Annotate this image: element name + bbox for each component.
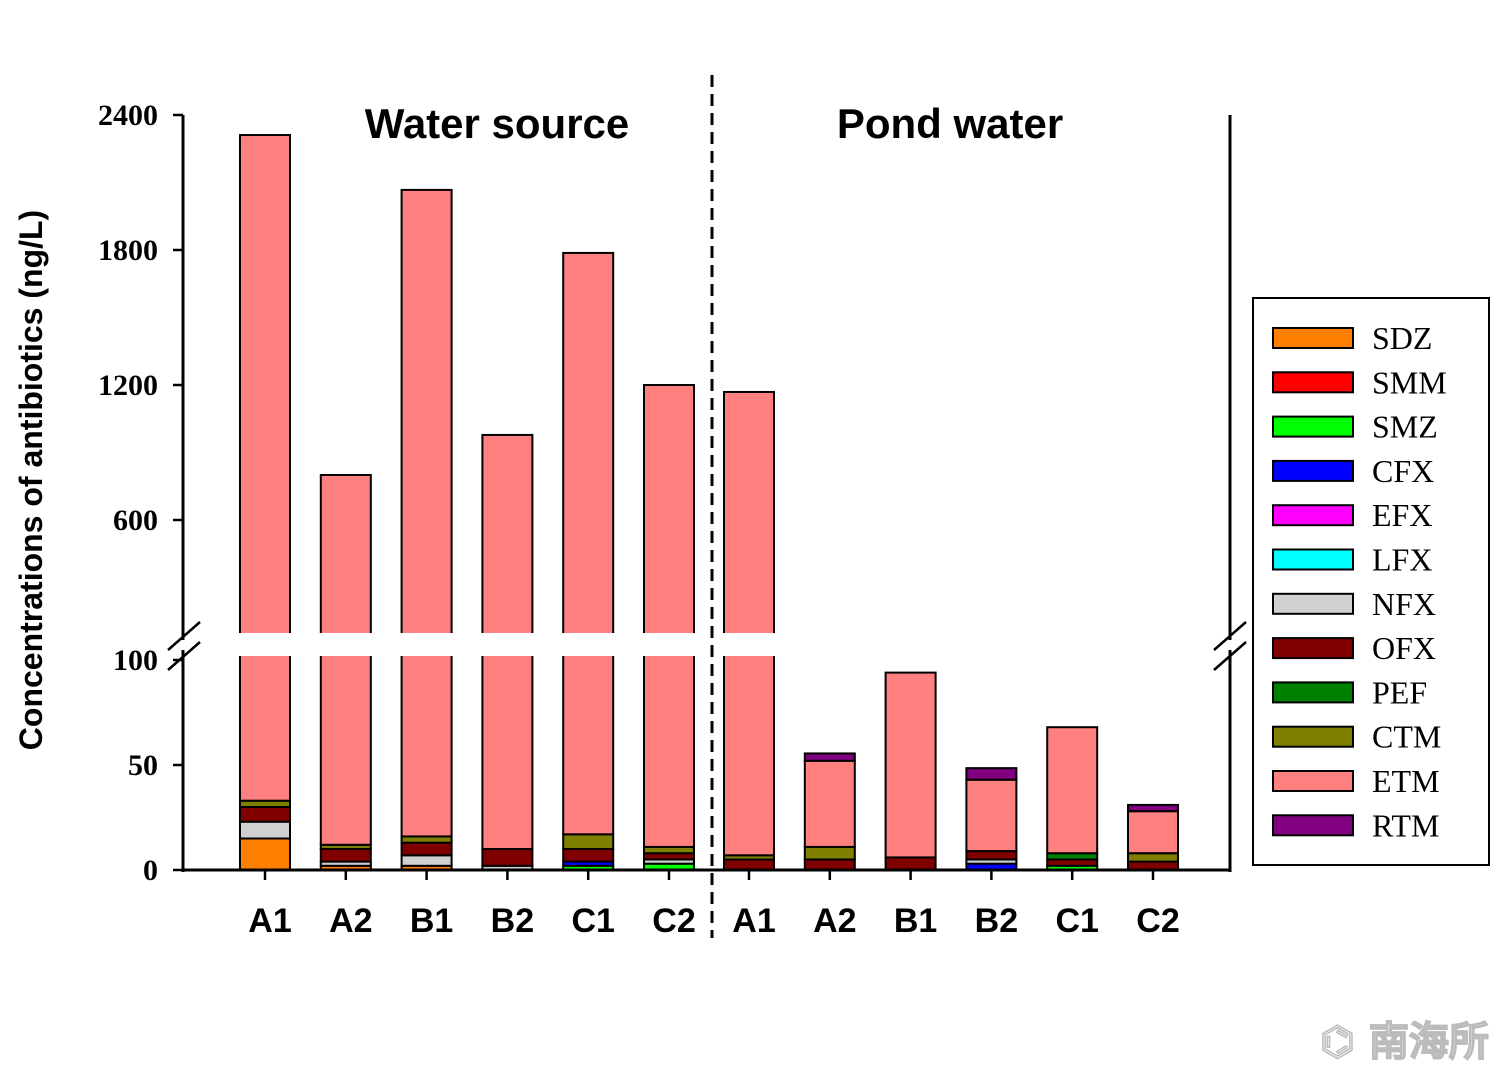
legend-label-ofx: OFX: [1372, 630, 1436, 666]
legend-label-pef: PEF: [1372, 674, 1427, 710]
bar-segment-etm: [803, 759, 856, 848]
bar-segment-etm: [965, 778, 1018, 853]
legend-label-lfx: LFX: [1372, 542, 1432, 578]
legend-swatch-etm: [1272, 770, 1354, 792]
bar-segment-etm: [562, 251, 615, 836]
bar-segment-etm: [1046, 726, 1099, 855]
x-tick-label: C2: [1136, 902, 1179, 940]
x-tick-label: A2: [813, 902, 856, 940]
legend-swatch-smz: [1272, 415, 1354, 438]
y-tick-label: 1800: [98, 234, 158, 267]
group-title-pond-water: Pond water: [837, 100, 1063, 147]
x-tick-label: B2: [975, 902, 1018, 940]
y-tick-label: 1200: [98, 369, 158, 402]
bar-segment-rtm: [1127, 803, 1179, 813]
x-tick-label: C1: [571, 902, 614, 940]
bar-segment-sdz: [239, 837, 291, 871]
bar-segment-etm: [319, 474, 372, 846]
bar-segment-etm: [239, 134, 291, 802]
bar-segment-ofx: [562, 848, 615, 863]
bar-segment-etm: [400, 188, 453, 838]
x-tick-label: B1: [894, 902, 937, 940]
legend: SDZ SMM SMZ CFX EFX LFX NFX OFX PEF CTM ETM RTM: [1252, 297, 1490, 866]
legend-swatch-rtm: [1272, 814, 1354, 837]
bar-segment-ofx: [400, 841, 453, 857]
y-tick-label: 600: [113, 504, 158, 537]
legend-label-rtm: RTM: [1372, 807, 1439, 843]
legend-swatch-efx: [1272, 504, 1354, 527]
axis-break-gap: [186, 633, 1226, 656]
bar-segment-etm: [1127, 810, 1179, 855]
legend-label-etm: ETM: [1372, 763, 1440, 799]
bar-segment-ofx: [239, 806, 291, 823]
bar-segment-nfx: [400, 854, 453, 867]
axis-break-mark-left: [167, 621, 201, 671]
x-tick-label: A1: [732, 902, 775, 940]
legend-label-cfx: CFX: [1372, 453, 1434, 489]
legend-label-sdz: SDZ: [1372, 320, 1432, 356]
legend-items: SDZ SMM SMZ CFX EFX LFX NFX OFX PEF CTM ETM RTM: [1272, 320, 1447, 843]
x-tick-label: B2: [491, 902, 534, 940]
y-ticks: 0 50 100 600 1200 1800 2400: [98, 99, 183, 887]
bar-segment-rtm: [803, 752, 856, 762]
bar-segment-nfx: [239, 820, 291, 840]
bars-layer: [239, 134, 1179, 872]
legend-swatch-ofx: [1272, 637, 1354, 660]
axis-break-mark-right: [1213, 621, 1247, 671]
bar-segment-etm: [643, 384, 695, 848]
bar-segment-etm: [884, 671, 937, 859]
bar-segment-ctm: [803, 845, 856, 861]
legend-swatch-nfx: [1272, 592, 1354, 615]
y-tick-label: 50: [128, 749, 158, 782]
legend-swatch-smm: [1272, 371, 1354, 394]
x-tick-labels: A1 A2 B1 B2 C1 C2 A1 A2 B1 B2 C1 C2: [248, 870, 1180, 940]
bar-segment-ctm: [1127, 852, 1179, 863]
legend-swatch-pef: [1272, 681, 1354, 704]
y-axis-label: Concentrations of antibiotics (ng/L): [13, 210, 49, 750]
x-tick-label: C2: [652, 902, 695, 940]
legend-swatch-ctm: [1272, 725, 1354, 748]
bar-segment-ofx: [965, 850, 1018, 861]
y-tick-label: 2400: [98, 99, 158, 132]
bar-segment-ofx: [803, 858, 856, 871]
bar-segment-ofx: [481, 848, 534, 867]
bar-segment-rtm: [965, 767, 1018, 781]
y-tick-label: 100: [113, 644, 158, 677]
watermark-logo: ⌬ 南海所: [1320, 1019, 1489, 1065]
legend-label-efx: EFX: [1372, 497, 1432, 533]
legend-swatch-cfx: [1272, 459, 1354, 482]
y-tick-label: 0: [143, 854, 158, 887]
group-title-water-source: Water source: [365, 100, 630, 147]
legend-label-nfx: NFX: [1372, 586, 1436, 622]
legend-label-smz: SMZ: [1372, 409, 1438, 445]
legend-swatch-sdz: [1272, 327, 1354, 349]
bar-segment-ofx: [723, 858, 775, 871]
x-tick-label: A2: [329, 902, 372, 940]
x-tick-label: C1: [1055, 902, 1098, 940]
bar-segment-ofx: [319, 848, 372, 863]
x-tick-label: B1: [410, 902, 453, 940]
legend-label-smm: SMM: [1372, 364, 1447, 400]
bar-segment-ctm: [562, 833, 615, 850]
axes-layer: [167, 75, 1247, 938]
bar-segment-ofx: [884, 856, 937, 872]
x-tick-label: A1: [248, 902, 291, 940]
legend-swatch-lfx: [1272, 548, 1354, 571]
bar-segment-etm: [723, 390, 775, 857]
legend-label-ctm: CTM: [1372, 719, 1441, 755]
